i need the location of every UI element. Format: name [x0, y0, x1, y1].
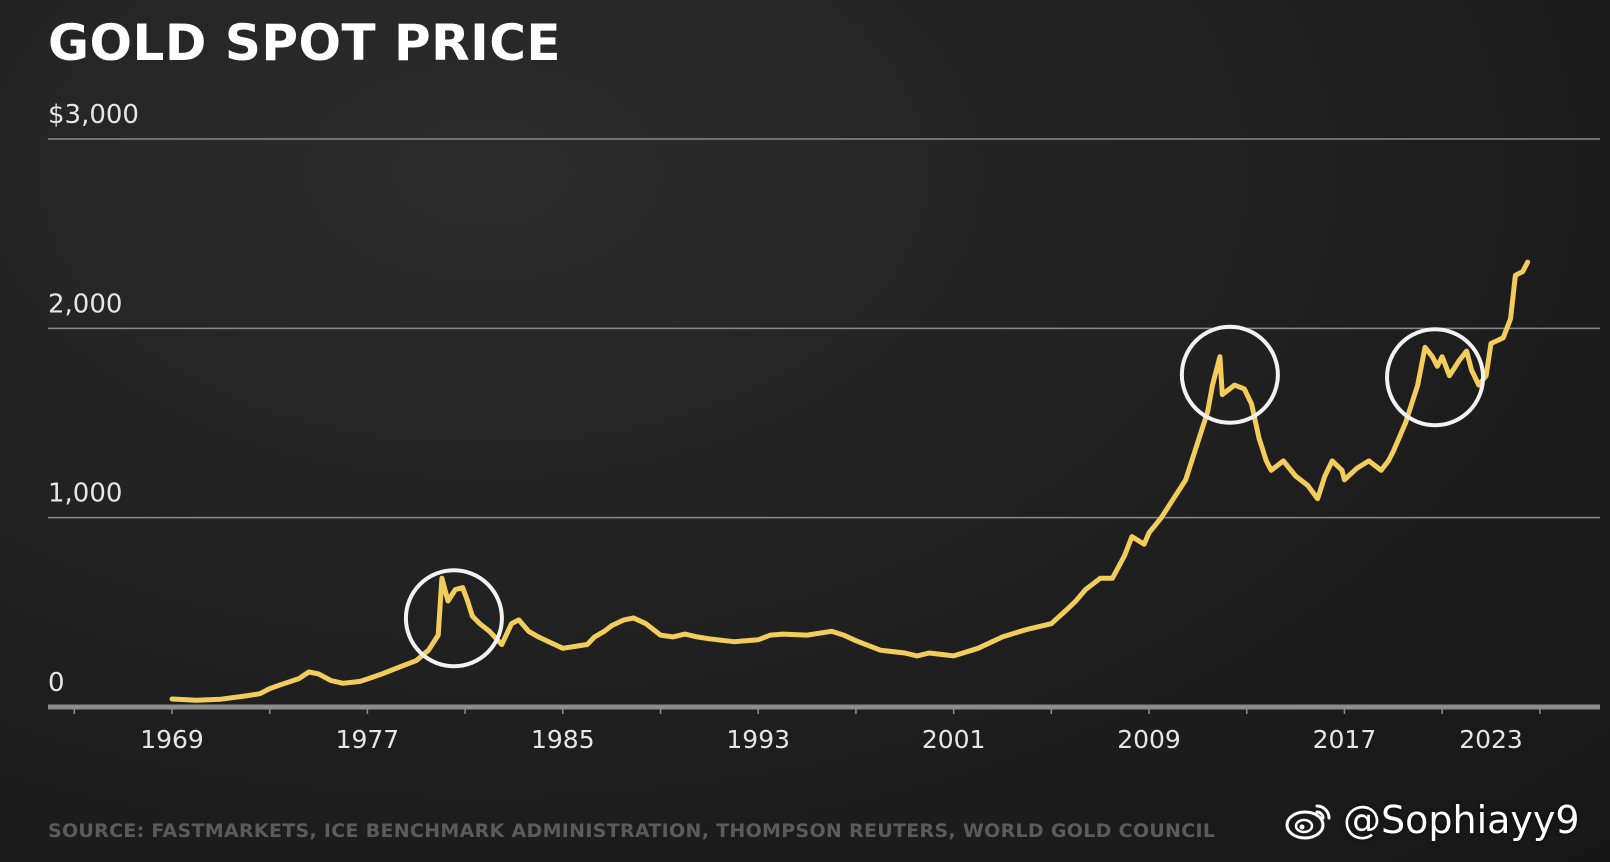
x-axis: 1969 1977 1985 1993 2001 2009 2017 2023 [48, 704, 1600, 754]
chart-title: GOLD SPOT PRICE [48, 14, 562, 72]
gold-price-line [169, 259, 1531, 703]
watermark-handle: @Sophiayy9 [1343, 798, 1580, 842]
series-layer [169, 259, 1531, 703]
y-tick-label-2000: 2,000 [48, 289, 122, 319]
y-tick-label-1000: 1,000 [48, 479, 122, 509]
grid-layer [48, 138, 1600, 519]
y-axis-labels: 0 1,000 2,000 $3,000 [48, 100, 139, 698]
x-tick-label-1977: 1977 [336, 725, 400, 754]
x-tick-label-1985: 1985 [531, 725, 595, 754]
x-tick-label-2023: 2023 [1459, 725, 1523, 754]
weibo-icon [1285, 804, 1331, 840]
y-tick-label-0: 0 [48, 668, 65, 698]
peak-highlight-circle [1385, 327, 1486, 428]
x-tick-label-1993: 1993 [726, 725, 790, 754]
x-tick-label-2009: 2009 [1117, 725, 1181, 754]
x-tick-label-1969: 1969 [140, 725, 204, 754]
x-tick-label-2017: 2017 [1313, 725, 1377, 754]
y-tick-label-3000: $3,000 [48, 100, 139, 130]
peak-highlight-circle [1179, 324, 1280, 425]
x-tick-label-2001: 2001 [922, 725, 986, 754]
peak-highlight-circle [403, 568, 504, 669]
peak-highlights [403, 324, 1486, 669]
source-note: SOURCE: FASTMARKETS, ICE BENCHMARK ADMIN… [48, 820, 1216, 842]
watermark: @Sophiayy9 [1283, 798, 1580, 842]
